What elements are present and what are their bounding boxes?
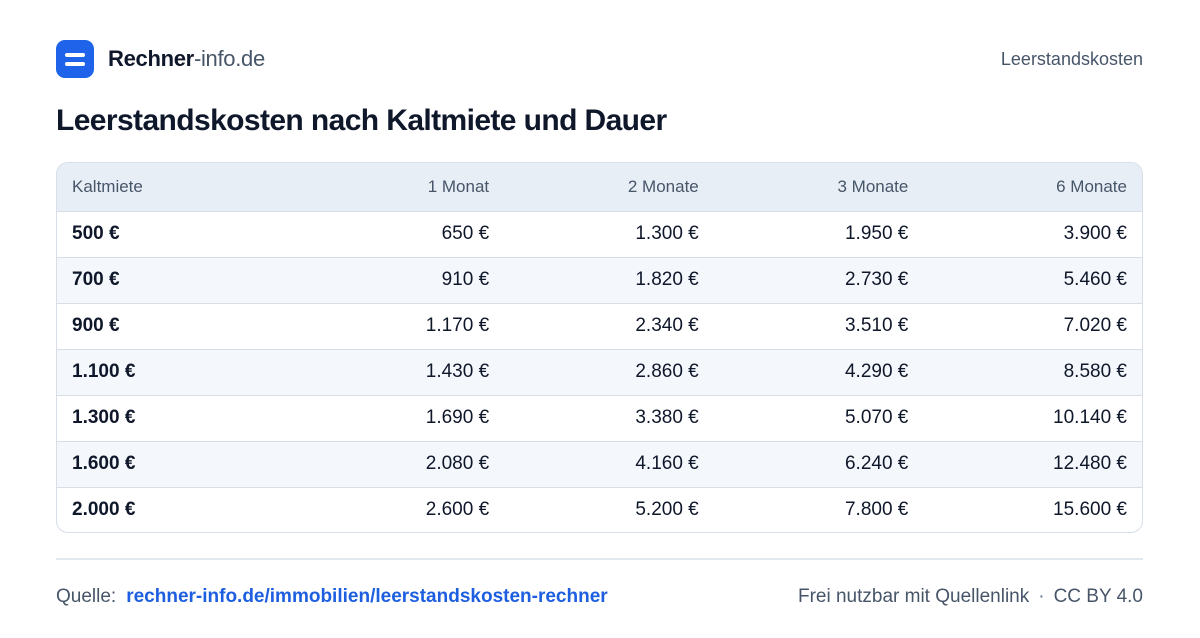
page-title: Leerstandskosten nach Kaltmiete und Daue… [56, 104, 667, 137]
logo-icon [56, 40, 94, 78]
table-row: 1.100 € 1.430 € 2.860 € 4.290 € 8.580 € [57, 349, 1142, 395]
table-cell: 2.000 € [72, 499, 136, 521]
table-cell: 500 € [72, 223, 120, 244]
table-cell: 1.430 € [425, 361, 490, 382]
brand-name-light: -info.de [193, 46, 265, 71]
license-separator: · [1038, 586, 1045, 607]
table-cell: 900 € [72, 315, 120, 336]
table-cell: 1.950 € [844, 223, 909, 244]
table-cell: 2.730 € [844, 269, 909, 290]
table-cell: 4.160 € [635, 453, 699, 474]
table-cell: 4.290 € [844, 361, 909, 382]
table-cell: 1.690 € [425, 407, 490, 428]
table-cell: 12.480 € [1053, 453, 1127, 474]
table-cell: 3.510 € [844, 315, 909, 336]
table-row: 1.600 € 2.080 € 4.160 € 6.240 € 12.480 € [57, 441, 1142, 487]
brand-name: Rechner-info.de [108, 46, 265, 72]
license-name: CC BY 4.0 [1053, 586, 1143, 607]
page-footer: Quelle: rechner-info.de/immobilien/leerst… [56, 584, 1143, 610]
table-row: 2.000 € 2.600 € 5.200 € 7.800 € 15.600 € [57, 487, 1142, 532]
table-row: 700 € 910 € 1.820 € 2.730 € 5.460 € [57, 257, 1142, 303]
table-cell: 650 € [441, 223, 490, 244]
table-header-row: Kaltmiete 1 Monat 2 Monate 3 Monate 6 Mo… [57, 163, 1142, 211]
table-cell: 2.340 € [635, 315, 699, 336]
table-cell: 2.600 € [425, 499, 490, 521]
column-header: 2 Monate [627, 176, 699, 196]
table-cell: 1.170 € [425, 315, 490, 336]
table-cell: 15.600 € [1053, 499, 1127, 521]
table-cell: 3.380 € [635, 407, 699, 428]
cost-table: Kaltmiete 1 Monat 2 Monate 3 Monate 6 Mo… [56, 162, 1143, 533]
header-topic-label: Leerstandskosten [1000, 48, 1143, 69]
column-header: 3 Monate [837, 176, 909, 196]
table-row: 1.300 € 1.690 € 3.380 € 5.070 € 10.140 € [57, 395, 1142, 441]
table-cell: 1.100 € [72, 361, 136, 382]
table-cell: 910 € [441, 269, 490, 290]
table-cell: 1.300 € [635, 223, 699, 244]
source: Quelle: rechner-info.de/immobilien/leerst… [56, 586, 608, 608]
table-cell: 6.240 € [844, 453, 909, 474]
license-text: Frei nutzbar mit Quellenlink [797, 586, 1030, 607]
table-row: 500 € 650 € 1.300 € 1.950 € 3.900 € [57, 211, 1142, 257]
table-cell: 1.600 € [72, 453, 136, 474]
table-cell: 700 € [72, 269, 120, 290]
table-cell: 1.300 € [72, 407, 136, 428]
source-label: Quelle: [56, 586, 117, 607]
table-cell: 10.140 € [1053, 407, 1127, 428]
source-link[interactable]: rechner-info.de/immobilien/leerstandskos… [126, 586, 608, 607]
column-header: Kaltmiete [72, 176, 143, 196]
page-header: Rechner-info.de Leerstandskosten [56, 40, 1143, 78]
column-header: 1 Monat [427, 176, 490, 196]
table-row: 900 € 1.170 € 2.340 € 3.510 € 7.020 € [57, 303, 1142, 349]
brand-name-strong: Rechner [108, 46, 194, 71]
table-cell: 2.080 € [425, 453, 490, 474]
table-cell: 2.860 € [635, 361, 699, 382]
table-cell: 5.070 € [844, 407, 909, 428]
footer-divider [56, 558, 1143, 560]
table-cell: 7.020 € [1063, 315, 1127, 336]
column-header: 6 Monate [1056, 176, 1127, 196]
table-cell: 5.200 € [635, 499, 699, 521]
table-cell: 8.580 € [1063, 361, 1127, 382]
license: Frei nutzbar mit Quellenlink · CC BY 4.0 [798, 586, 1143, 608]
table-cell: 1.820 € [635, 269, 699, 290]
table-cell: 3.900 € [1063, 223, 1127, 244]
table-cell: 5.460 € [1063, 269, 1127, 290]
brand[interactable]: Rechner-info.de [56, 40, 265, 78]
table-cell: 7.800 € [844, 499, 909, 521]
